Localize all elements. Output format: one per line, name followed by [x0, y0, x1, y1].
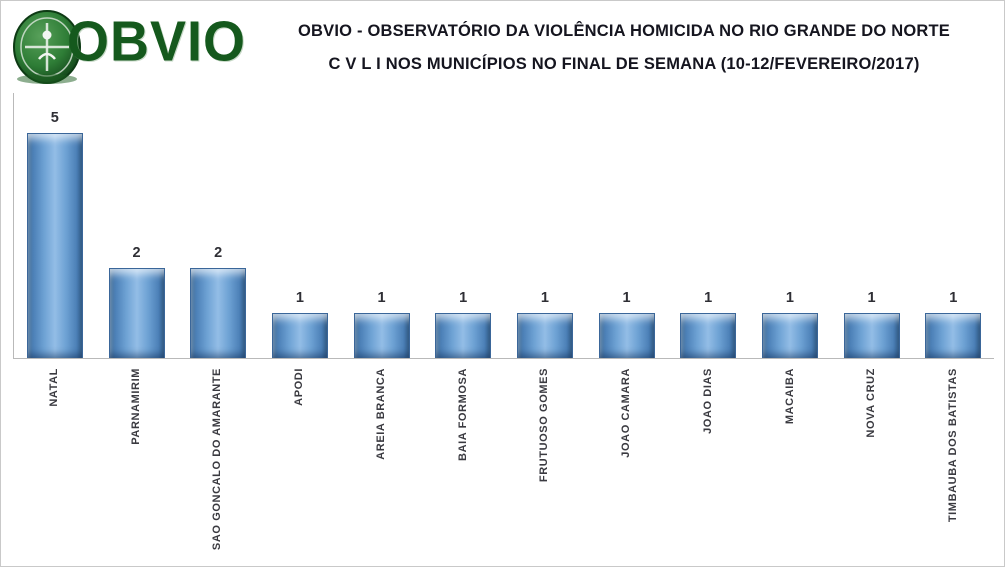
bar-value-label: 1 — [949, 290, 958, 306]
bar-value-label: 1 — [704, 290, 713, 306]
x-axis-label-cell: JOAO CAMARA — [585, 359, 667, 549]
bar-column: 1 — [422, 93, 504, 358]
bar — [680, 313, 737, 358]
bar-column: 1 — [912, 93, 994, 358]
x-axis-label-cell: SAO GONCALO DO AMARANTE — [177, 359, 259, 551]
bar-value-label: 2 — [132, 245, 141, 261]
x-axis-label: BAIA FORMOSA — [456, 368, 469, 461]
bar — [108, 268, 165, 358]
x-axis-label-cell: BAIA FORMOSA — [422, 359, 504, 549]
bar — [271, 313, 328, 358]
bar-column: 1 — [259, 93, 341, 358]
x-axis-label: SAO GONCALO DO AMARANTE — [211, 368, 224, 551]
bar-value-label: 1 — [540, 290, 549, 306]
x-axis-label-cell: MACAIBA — [749, 359, 831, 549]
chart-header: OBVIO OBVIO - OBSERVATÓRIO DA VIOLÊNCIA … — [1, 1, 1004, 91]
x-axis-label: FRUTUOSO GOMES — [538, 368, 551, 483]
bar-value-label: 1 — [295, 290, 304, 306]
bar — [516, 313, 573, 358]
bar — [761, 313, 818, 358]
bar — [925, 313, 982, 358]
obvio-logo: OBVIO — [9, 5, 254, 91]
bar-column: 1 — [504, 93, 586, 358]
bar — [353, 313, 410, 358]
x-axis-label: PARNAMIRIM — [129, 368, 142, 445]
bar-column: 2 — [96, 93, 178, 358]
chart-title-line1: OBVIO - OBSERVATÓRIO DA VIOLÊNCIA HOMICI… — [298, 22, 950, 40]
chart-title-block: OBVIO - OBSERVATÓRIO DA VIOLÊNCIA HOMICI… — [254, 5, 994, 91]
x-axis-label: JOAO CAMARA — [620, 368, 633, 458]
bar — [435, 313, 492, 358]
x-axis-label-cell: NATAL — [13, 359, 95, 549]
x-axis-label: AREIA BRANCA — [374, 368, 387, 460]
plot-area: 5 2 2 1 1 1 1 1 1 1 1 1 NATAL PARNAMIRIM SAO GONCALO … — [13, 93, 994, 551]
bar-column: 1 — [341, 93, 423, 358]
bar-value-label: 2 — [214, 245, 223, 261]
bar-column: 1 — [586, 93, 668, 358]
x-axis-label: NOVA CRUZ — [865, 368, 878, 438]
bars-row: 5 2 2 1 1 1 1 1 1 1 1 1 — [13, 93, 994, 359]
bar-value-label: 1 — [459, 290, 468, 306]
x-axis-label-cell: TIMBAUBA DOS BATISTAS — [912, 359, 994, 549]
bar — [598, 313, 655, 358]
x-axis-label-cell: PARNAMIRIM — [95, 359, 177, 549]
bar-column: 1 — [667, 93, 749, 358]
x-axis-label: MACAIBA — [783, 368, 796, 425]
bar — [843, 313, 900, 358]
bar-column: 5 — [14, 93, 96, 358]
x-axis-labels: NATAL PARNAMIRIM SAO GONCALO DO AMARANTE AP… — [13, 359, 994, 551]
bar-value-label: 1 — [377, 290, 386, 306]
bar-value-label: 1 — [867, 290, 876, 306]
bar-column: 2 — [177, 93, 259, 358]
x-axis-label-cell: FRUTUOSO GOMES — [504, 359, 586, 549]
bar-column: 1 — [831, 93, 913, 358]
bar-value-label: 1 — [622, 290, 631, 306]
obvio-globe-icon — [13, 10, 81, 84]
bar-column: 1 — [749, 93, 831, 358]
bar — [190, 268, 247, 358]
bar-value-label: 1 — [785, 290, 794, 306]
x-axis-label: JOAO DIAS — [701, 368, 714, 434]
x-axis-label-cell: APODI — [258, 359, 340, 549]
x-axis-label: NATAL — [47, 368, 60, 407]
bar-value-label: 5 — [50, 110, 59, 126]
bar — [26, 133, 83, 358]
logo-wordmark: OBVIO — [67, 10, 247, 74]
x-axis-label-cell: JOAO DIAS — [667, 359, 749, 549]
x-axis-label: APODI — [293, 368, 306, 406]
chart-title-line2: C V L I NOS MUNICÍPIOS NO FINAL DE SEMAN… — [328, 55, 920, 73]
x-axis-label: TIMBAUBA DOS BATISTAS — [947, 368, 960, 523]
x-axis-label-cell: NOVA CRUZ — [831, 359, 913, 549]
x-axis-label-cell: AREIA BRANCA — [340, 359, 422, 549]
